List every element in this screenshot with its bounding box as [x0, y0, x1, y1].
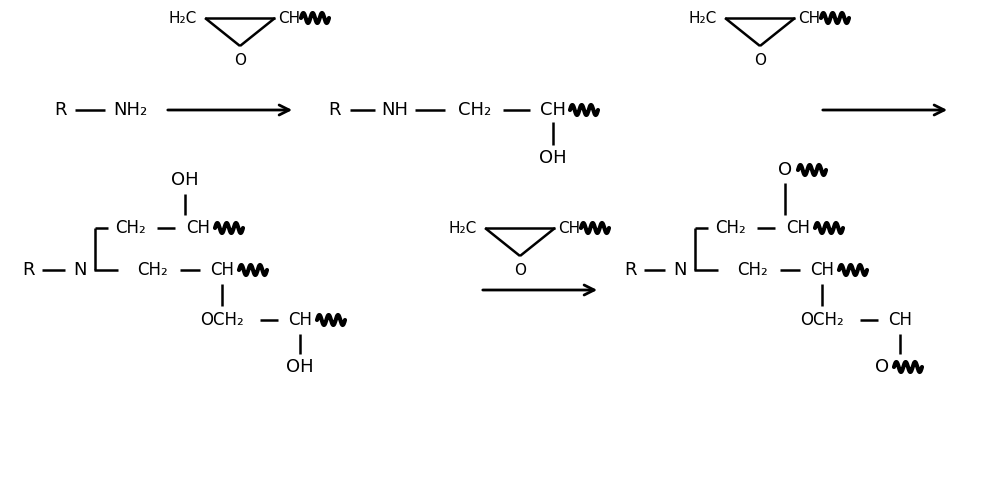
Text: OH: OH	[171, 171, 199, 189]
Text: CH: CH	[186, 219, 210, 237]
Text: R: R	[54, 101, 66, 119]
Text: O: O	[234, 52, 246, 68]
Text: CH: CH	[798, 10, 820, 25]
Text: O: O	[754, 52, 766, 68]
Text: NH₂: NH₂	[113, 101, 147, 119]
Text: O: O	[778, 161, 792, 179]
Text: N: N	[673, 261, 687, 279]
Text: O: O	[875, 358, 889, 376]
Text: CH: CH	[786, 219, 810, 237]
Text: H₂C: H₂C	[449, 221, 477, 236]
Text: H₂C: H₂C	[689, 10, 717, 25]
Text: CH: CH	[540, 101, 566, 119]
Text: R: R	[329, 101, 341, 119]
Text: R: R	[624, 261, 636, 279]
Text: H₂C: H₂C	[169, 10, 197, 25]
Text: OCH₂: OCH₂	[800, 311, 844, 329]
Text: CH: CH	[210, 261, 234, 279]
Text: CH: CH	[288, 311, 312, 329]
Text: NH: NH	[382, 101, 409, 119]
Text: CH: CH	[278, 10, 300, 25]
Text: R: R	[22, 261, 34, 279]
Text: CH₂: CH₂	[115, 219, 145, 237]
Text: OH: OH	[539, 149, 567, 167]
Text: CH: CH	[558, 221, 580, 236]
Text: CH₂: CH₂	[137, 261, 167, 279]
Text: O: O	[514, 262, 526, 277]
Text: N: N	[73, 261, 87, 279]
Text: CH: CH	[810, 261, 834, 279]
Text: CH: CH	[888, 311, 912, 329]
Text: CH₂: CH₂	[458, 101, 492, 119]
Text: OCH₂: OCH₂	[200, 311, 244, 329]
Text: OH: OH	[286, 358, 314, 376]
Text: CH₂: CH₂	[737, 261, 767, 279]
Text: CH₂: CH₂	[715, 219, 745, 237]
